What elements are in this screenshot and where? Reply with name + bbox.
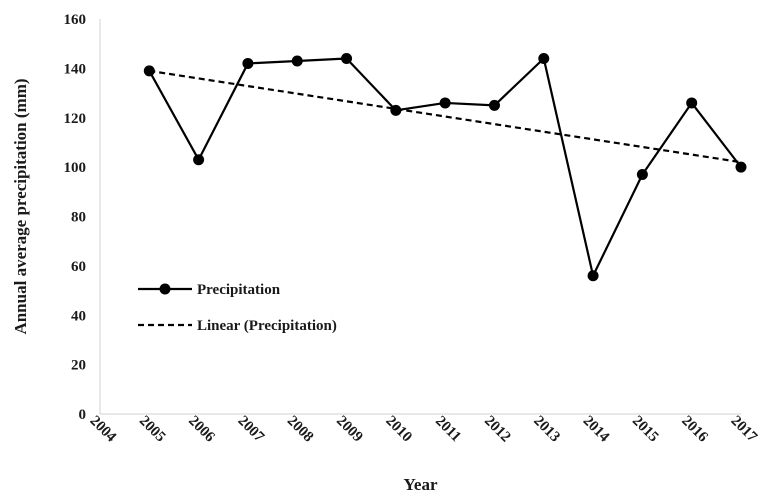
x-tick-label: 2008 — [284, 413, 317, 446]
x-tick-label: 2016 — [678, 413, 711, 446]
data-point — [341, 53, 353, 64]
y-tick-label: 80 — [71, 210, 86, 226]
y-tick-label: 120 — [64, 111, 87, 127]
x-tick-label: 2010 — [382, 413, 415, 446]
legend-label: Linear (Precipitation) — [197, 318, 337, 334]
data-point — [143, 65, 155, 77]
x-tick-label: 2014 — [580, 413, 613, 446]
data-point — [587, 270, 599, 282]
x-tick-label: 2012 — [481, 413, 514, 446]
precipitation-line — [148, 57, 742, 277]
x-tick-label: 2006 — [185, 413, 218, 446]
y-tick-label: 0 — [79, 407, 87, 423]
x-tick-label: 2004 — [87, 413, 120, 446]
x-tick-label: 2009 — [333, 413, 366, 446]
legend-label: Precipitation — [197, 282, 281, 298]
x-tick-label: 2007 — [234, 413, 267, 446]
x-tick-label: 2017 — [728, 413, 761, 446]
x-tick-label: 2011 — [432, 413, 464, 445]
x-tick-label: 2013 — [530, 413, 563, 446]
data-point — [291, 55, 303, 67]
y-tick-label: 20 — [71, 358, 86, 374]
y-tick-label: 100 — [64, 160, 87, 176]
data-point — [686, 97, 698, 109]
x-axis-title: Year — [404, 475, 438, 494]
data-point — [193, 154, 205, 166]
legend-marker — [159, 283, 171, 295]
y-tick-labels: 0 20 40 60 80 100 120 140 160 — [64, 12, 87, 423]
y-axis-title: Annual average precipitation (mm) — [11, 78, 30, 334]
axes — [99, 19, 741, 415]
series-layer — [143, 53, 747, 282]
x-tick-labels: 2004 2005 2006 2007 2008 2009 2010 2011 2012 2013… — [87, 413, 761, 446]
x-tick-label: 2015 — [629, 413, 662, 446]
data-point — [488, 99, 500, 111]
y-tick-label: 160 — [64, 12, 87, 28]
data-point — [538, 53, 550, 64]
data-point — [390, 104, 402, 116]
data-point — [636, 169, 648, 181]
data-point — [242, 57, 254, 69]
x-tick-label: 2005 — [136, 413, 169, 446]
legend: Precipitation Linear (Precipitation) — [138, 282, 337, 334]
y-tick-label: 40 — [71, 308, 86, 324]
y-tick-label: 140 — [64, 61, 87, 77]
data-point — [439, 97, 451, 109]
data-point — [735, 161, 747, 173]
y-tick-label: 60 — [71, 259, 86, 275]
